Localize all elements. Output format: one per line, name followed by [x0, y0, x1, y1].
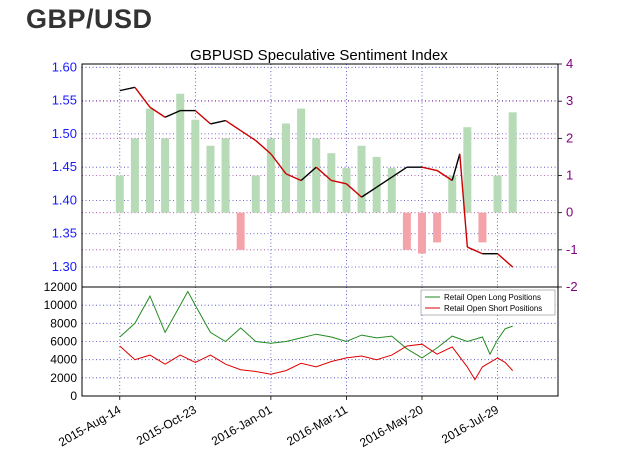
x-tick-label: 2015-Oct-23: [134, 402, 199, 448]
ssi-bar: [161, 138, 170, 213]
left-tick-label: 1.35: [52, 226, 77, 241]
ssi-bar: [251, 175, 260, 213]
ssi-bar: [221, 138, 230, 213]
price-candle: [391, 166, 408, 178]
ssi-bar: [342, 168, 351, 213]
price-candle: [194, 110, 211, 125]
short-positions-line: [119, 343, 514, 381]
ssi-bar: [463, 127, 472, 213]
ssi-bar: [402, 212, 411, 250]
ssi-bar: [493, 175, 502, 213]
ssi-bar: [266, 138, 275, 213]
price-candle: [164, 109, 181, 118]
price-candle: [300, 166, 317, 182]
left-tick-label: 1.55: [52, 93, 77, 108]
right-tick-label: -1: [566, 242, 578, 257]
bottom-tick-label: 6000: [50, 335, 77, 349]
ssi-bar: [176, 93, 185, 213]
price-candle: [361, 186, 378, 198]
legend-box: [420, 289, 556, 316]
price-candle: [345, 183, 363, 198]
right-tick-label: 2: [566, 130, 573, 145]
bottom-tick-label: 0: [70, 389, 77, 403]
left-tick-label: 1.45: [52, 159, 77, 174]
ssi-bar: [115, 175, 124, 213]
price-candle: [210, 119, 226, 125]
legend-long-label: Retail Open Long Positions: [444, 293, 541, 302]
price-candle: [315, 166, 332, 182]
price-candle: [134, 86, 151, 108]
x-tick-label: 2016-May-20: [357, 402, 426, 450]
bottom-left-axis: 0 2000 4000 6000 8000 10000 12000: [44, 280, 78, 403]
x-axis: 2015-Aug-14 2015-Oct-23 2016-Jan-01 2016-Ma…: [56, 396, 501, 450]
x-tick-label: 2016-Jan-01: [209, 402, 275, 448]
ssi-bars: [115, 93, 517, 254]
ssi-bar: [357, 145, 366, 213]
bottom-tick-label: 12000: [44, 280, 78, 294]
right-tick-label: -2: [566, 279, 578, 294]
price-candle: [467, 246, 483, 255]
x-tick-label: 2016-Mar-11: [284, 402, 350, 448]
ssi-bar: [191, 119, 200, 213]
price-candle: [421, 166, 438, 172]
price-candle: [436, 169, 453, 182]
top-right-axis: -2 -1 0 1 2 3 4: [558, 56, 578, 294]
price-candle: [119, 86, 136, 92]
right-tick-label: 1: [566, 168, 573, 183]
ssi-bar: [508, 112, 517, 213]
ssi-bar: [478, 212, 487, 243]
left-tick-label: 1.60: [52, 59, 77, 74]
chart-title: GBPUSD Speculative Sentiment Index: [190, 47, 448, 64]
ssi-bar: [448, 175, 457, 213]
x-tick-label: 2016-Jul-29: [439, 402, 501, 446]
positions-lines: [119, 290, 514, 381]
bottom-tick-label: 10000: [44, 298, 78, 312]
ssi-bar: [282, 123, 290, 213]
x-tick-label: 2015-Aug-14: [56, 402, 123, 449]
bottom-tick-label: 2000: [50, 371, 77, 385]
ssi-bar: [418, 212, 426, 254]
ssi-bar: [146, 108, 154, 213]
ssi-bar: [372, 156, 381, 213]
right-tick-label: 0: [566, 205, 573, 220]
price-candle: [497, 253, 514, 268]
bottom-tick-label: 8000: [50, 316, 77, 330]
price-candle: [240, 129, 257, 142]
ssi-bar: [206, 145, 215, 213]
page-title: GBP/USD: [26, 4, 153, 34]
right-tick-label: 4: [566, 56, 573, 71]
ssi-bar: [387, 168, 396, 213]
ssi-bar: [433, 212, 442, 243]
legend: Retail Open Long Positions Retail Open S…: [420, 289, 556, 316]
long-positions-line: [119, 290, 513, 359]
price-candle: [451, 153, 461, 181]
top-left-axis: 1.30 1.35 1.40 1.45 1.50 1.55 1.60: [52, 59, 77, 274]
price-candle: [270, 153, 287, 175]
ssi-bar: [297, 108, 306, 213]
price-candle: [255, 140, 272, 155]
price-candle: [331, 179, 347, 185]
price-candle: [149, 106, 166, 118]
ssi-bar: [130, 138, 139, 213]
price-candle: [459, 153, 469, 248]
left-tick-label: 1.40: [52, 192, 77, 207]
price-candle: [225, 119, 242, 132]
right-tick-label: 3: [566, 93, 573, 108]
bottom-chart-frame: [81, 286, 559, 397]
ssi-bar: [236, 212, 245, 250]
price-candle: [285, 173, 302, 182]
bottom-tick-label: 4000: [50, 353, 77, 367]
price-candle: [376, 176, 393, 188]
price-candles: [119, 86, 514, 268]
ssi-bar: [327, 153, 336, 213]
ssi-bar: [312, 138, 321, 213]
left-tick-label: 1.30: [52, 259, 77, 274]
legend-short-label: Retail Open Short Positions: [444, 304, 542, 313]
left-tick-label: 1.50: [52, 126, 77, 141]
